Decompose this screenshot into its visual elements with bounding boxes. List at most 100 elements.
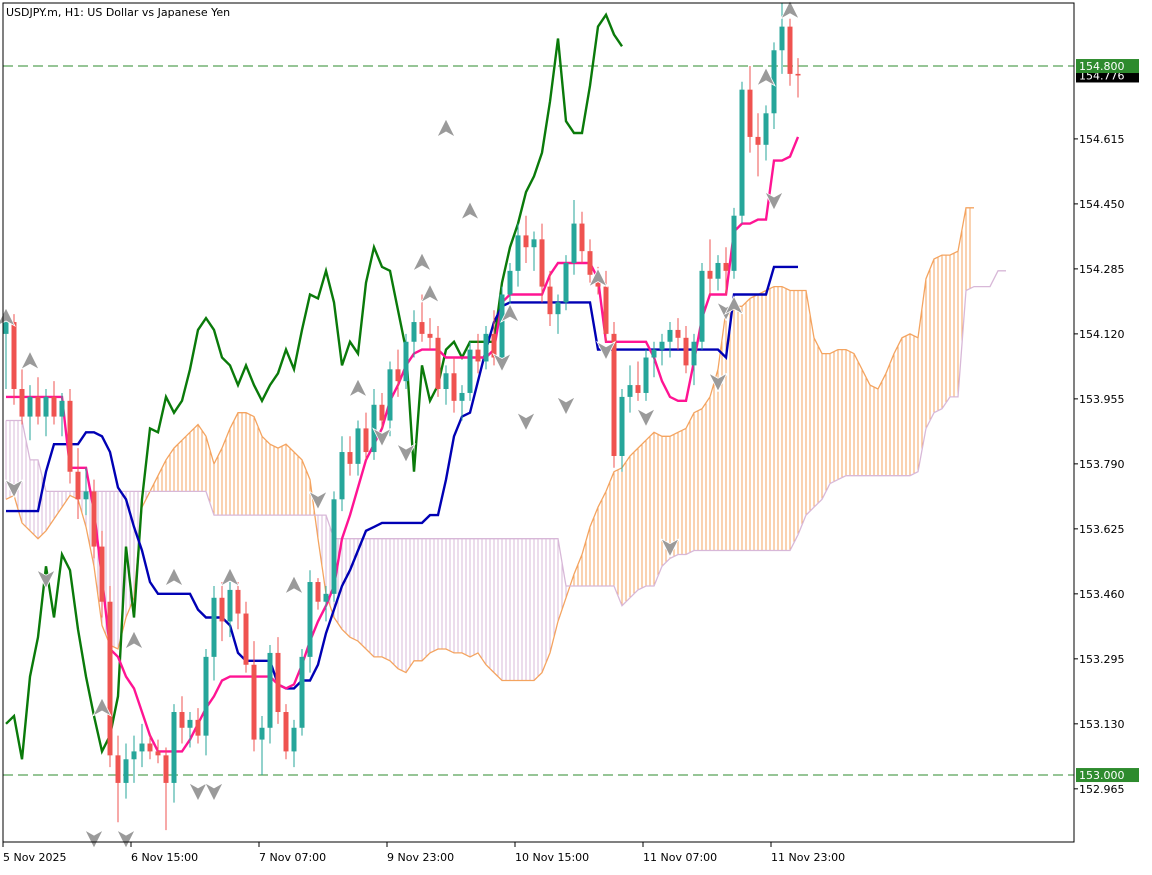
candle [195, 708, 201, 744]
candle-body [539, 239, 545, 287]
candle-body [243, 613, 249, 665]
candles[interactable] [3, 3, 801, 831]
candle-body [627, 385, 633, 397]
candle [627, 365, 633, 413]
candle-body [547, 286, 553, 315]
sell-arrow-marker [204, 781, 224, 802]
candle [395, 349, 401, 397]
candle [587, 239, 593, 283]
level-price-label-text: 154.800 [1079, 60, 1125, 73]
candle [355, 420, 361, 476]
plot-frame [2, 2, 1075, 843]
chart-title: USDJPY.m, H1: US Dollar vs Japanese Yen [6, 6, 230, 19]
level-price-label-box [1076, 59, 1139, 74]
candle-body [163, 755, 169, 783]
sell-arrow-marker [516, 411, 536, 432]
candle [163, 747, 169, 831]
candle [275, 637, 281, 724]
sell-arrow-marker [636, 407, 656, 428]
sell-arrow-marker [556, 395, 576, 416]
candle [179, 696, 185, 744]
candle-body [171, 712, 177, 783]
candle [171, 704, 177, 803]
y-tick-label: 154.285 [1079, 263, 1125, 276]
candle [667, 322, 673, 358]
candle-body [291, 727, 297, 752]
candle [771, 42, 777, 130]
candle-body [147, 743, 153, 752]
level-price-label-text: 153.000 [1079, 769, 1125, 782]
candle [675, 318, 681, 350]
candle [787, 18, 793, 86]
candle-body [715, 262, 721, 279]
candle-body [779, 26, 785, 51]
candle [427, 318, 433, 350]
candle-body [363, 428, 369, 453]
candle [603, 270, 609, 342]
sell-arrow-marker [84, 829, 104, 850]
y-tick-label: 153.130 [1079, 718, 1125, 731]
candle [107, 585, 113, 768]
candle [363, 412, 369, 460]
candle [571, 199, 577, 275]
candle-body [611, 333, 617, 456]
candle-body [75, 471, 81, 500]
candle-body [579, 223, 585, 252]
candle-body [187, 719, 193, 728]
candle-body [115, 755, 121, 783]
candle-body [619, 396, 625, 456]
buy-arrow-marker [412, 251, 432, 272]
x-tick-label: 11 Nov 23:00 [771, 851, 845, 864]
candle-body [555, 302, 561, 315]
candle [755, 113, 761, 177]
x-tick-label: 6 Nov 15:00 [131, 851, 198, 864]
buy-arrow-marker [284, 574, 304, 595]
candle-body [59, 400, 65, 417]
candle-body [139, 743, 145, 752]
candle-body [411, 322, 417, 342]
candle-body [659, 341, 665, 350]
candle [435, 325, 441, 397]
candle-body [3, 322, 9, 334]
horizontal-lines [3, 65, 1074, 776]
candle-body [347, 452, 353, 464]
candle [75, 448, 81, 520]
buy-arrow-marker [220, 567, 240, 587]
candle-body [755, 136, 761, 145]
y-tick-label: 152.965 [1079, 783, 1125, 796]
y-tick-label: 154.120 [1079, 328, 1125, 341]
candle [251, 641, 257, 752]
buy-arrow-marker [420, 283, 440, 304]
sell-arrow-marker [4, 478, 24, 499]
candle-body [123, 759, 129, 783]
candle-body [355, 428, 361, 464]
candle-body [731, 215, 737, 271]
candle-body [203, 656, 209, 736]
candle-body [643, 357, 649, 393]
buy-arrow-marker [500, 303, 520, 324]
sell-arrow-marker [596, 340, 616, 361]
candle-body [443, 373, 449, 390]
candle [331, 491, 337, 602]
sell-arrow-marker [492, 352, 512, 373]
x-tick-label: 10 Nov 15:00 [515, 851, 589, 864]
x-tick-label: 7 Nov 07:00 [259, 851, 326, 864]
candle-body [235, 589, 241, 614]
candle-body [699, 270, 705, 342]
candle [475, 333, 481, 374]
candle-body [91, 491, 97, 547]
time-axis[interactable]: 5 Nov 2025 6 Nov 15:00 7 Nov 07:00 9 Nov 23… [2, 842, 845, 864]
candle [91, 479, 97, 559]
price-axis[interactable]: 154.615 154.450 154.285 154.120 153.955 153.7… [1074, 133, 1125, 796]
buy-arrow-marker [780, 0, 800, 20]
candle [451, 357, 457, 413]
candle-body [667, 329, 673, 342]
span-b-line [6, 270, 1006, 607]
candle-body [259, 727, 265, 740]
candle [731, 207, 737, 279]
candle-body [795, 73, 801, 76]
candle [187, 712, 193, 748]
candle [531, 231, 537, 271]
